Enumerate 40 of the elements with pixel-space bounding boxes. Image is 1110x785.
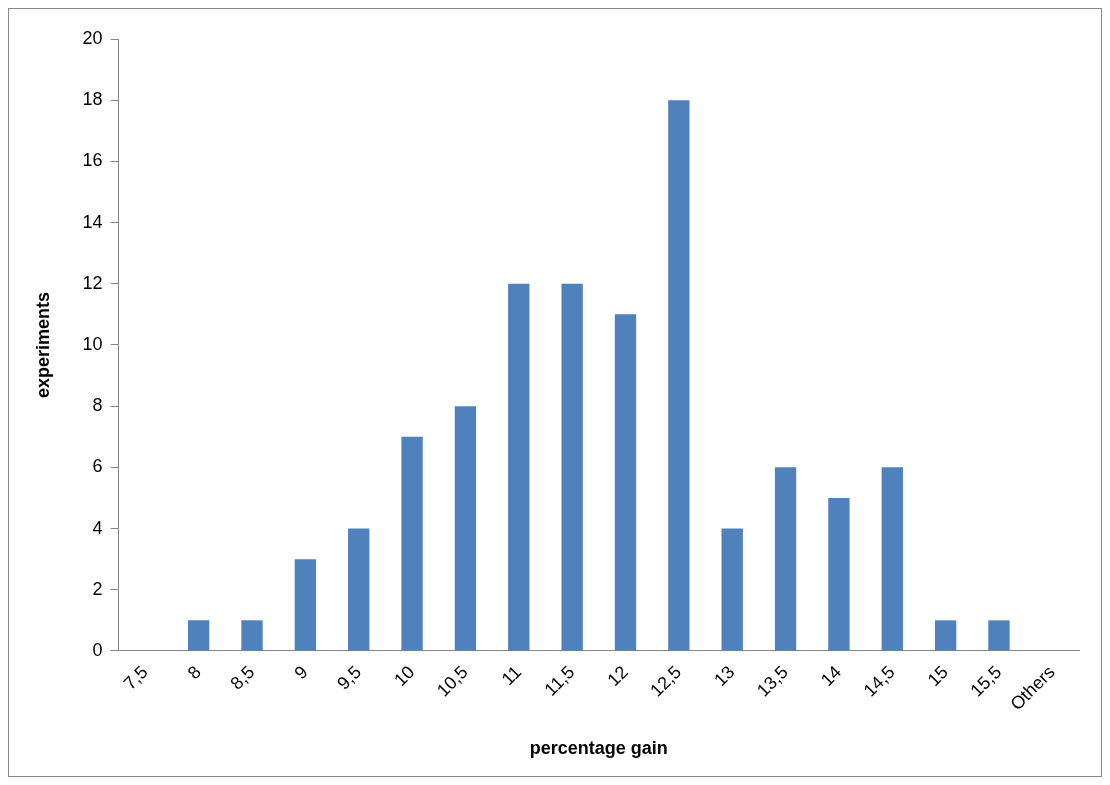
bar bbox=[614, 314, 637, 651]
bar bbox=[721, 528, 743, 651]
x-tick-label: 15 bbox=[923, 661, 952, 691]
bar bbox=[881, 467, 903, 651]
x-tick-label: 9,5 bbox=[333, 661, 366, 694]
x-tick-label: 12 bbox=[603, 661, 632, 691]
y-tick-label: 12 bbox=[82, 272, 103, 293]
y-axis-title: experiments bbox=[32, 291, 53, 398]
y-tick-label: 16 bbox=[82, 150, 103, 171]
bar bbox=[988, 620, 1010, 651]
y-tick-label: 10 bbox=[82, 333, 103, 354]
x-tick-label: 11 bbox=[497, 661, 526, 690]
bar bbox=[241, 620, 263, 651]
bar bbox=[828, 497, 850, 651]
bar bbox=[934, 620, 957, 651]
x-tick-label: 14 bbox=[816, 661, 846, 691]
x-tick-label: 8,5 bbox=[226, 661, 259, 694]
bar bbox=[454, 406, 477, 651]
y-tick-label: 2 bbox=[92, 578, 103, 599]
y-tick-label: 20 bbox=[82, 27, 103, 48]
bar bbox=[508, 283, 530, 651]
y-tick-label: 18 bbox=[82, 89, 103, 110]
y-tick-label: 6 bbox=[92, 456, 103, 477]
y-tick-label: 0 bbox=[92, 639, 103, 660]
x-tick-label: 9 bbox=[290, 661, 312, 683]
y-tick-label: 4 bbox=[92, 517, 103, 538]
bar bbox=[668, 100, 690, 651]
x-tick-label: 8 bbox=[183, 661, 205, 683]
y-tick-label: 14 bbox=[82, 211, 103, 232]
bar bbox=[774, 467, 797, 651]
bar bbox=[348, 528, 370, 651]
bar bbox=[401, 436, 423, 651]
bar bbox=[294, 559, 317, 651]
x-tick-label: 13 bbox=[710, 661, 739, 691]
y-tick-label: 8 bbox=[92, 395, 103, 416]
bar bbox=[561, 283, 583, 651]
x-tick-label: 7,5 bbox=[119, 661, 152, 694]
bar bbox=[187, 620, 210, 651]
x-tick-label: 10 bbox=[390, 661, 419, 691]
x-axis-title: percentage gain bbox=[529, 738, 668, 759]
